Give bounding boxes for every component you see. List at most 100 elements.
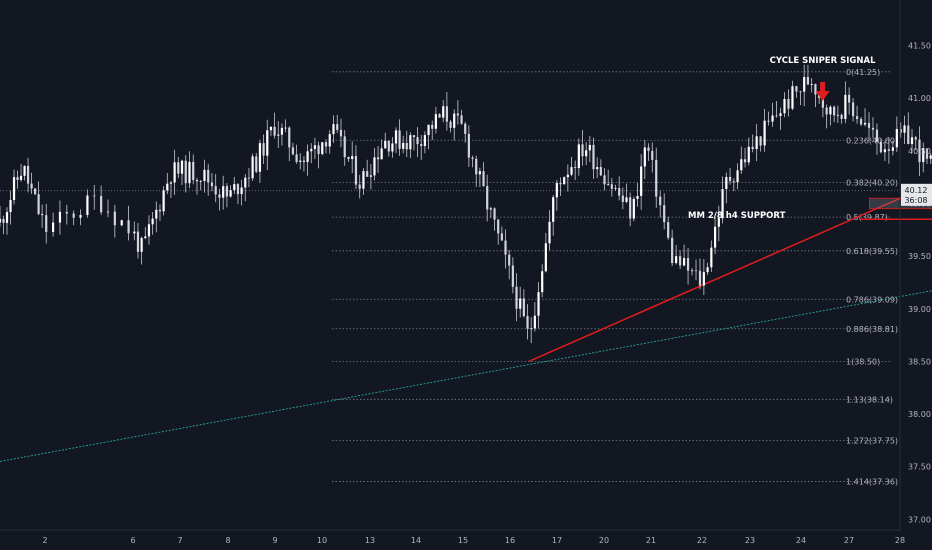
x-tick-label: 14 xyxy=(411,536,421,545)
y-tick-label: 38.00 xyxy=(908,410,931,419)
candle-body xyxy=(855,116,859,120)
candle-body xyxy=(879,141,883,153)
candle-body xyxy=(725,176,728,190)
candle-body xyxy=(380,148,383,160)
candle-body xyxy=(72,213,75,218)
candle-body xyxy=(791,86,794,109)
candle-body xyxy=(409,135,412,150)
candle-body xyxy=(475,158,478,175)
candle-body xyxy=(875,129,879,142)
candle-body xyxy=(347,157,350,160)
candle-body xyxy=(351,156,354,160)
candle-body xyxy=(398,130,401,149)
candle-body xyxy=(354,156,358,185)
fib-level-label: 1.13(38.14) xyxy=(846,395,893,404)
candle-body xyxy=(795,86,798,92)
fib-level-label: 1(38.50) xyxy=(846,357,880,366)
trendlines[interactable] xyxy=(0,93,932,462)
x-tick-label: 27 xyxy=(844,536,854,545)
annotations[interactable]: CYCLE SNIPER SIGNAL MM 2/8 h4 SUPPORT xyxy=(688,56,932,258)
candle-body xyxy=(177,162,180,174)
candle-body xyxy=(844,94,847,119)
candle-body xyxy=(925,148,929,159)
candle-body xyxy=(577,144,580,168)
candle-body xyxy=(460,115,463,124)
y-tick-label: 40.50 xyxy=(908,147,931,156)
candle-body xyxy=(51,222,55,232)
candle-body xyxy=(192,161,195,180)
candle-body xyxy=(482,171,485,187)
x-tick-label: 6 xyxy=(130,536,135,545)
fib-level-label: 0.382(40.20) xyxy=(846,178,898,187)
candle-body xyxy=(671,237,674,264)
candle-body xyxy=(26,165,30,184)
candle-body xyxy=(456,113,459,116)
small-zone[interactable] xyxy=(869,197,932,210)
candle-body xyxy=(779,113,782,116)
x-tick-label: 7 xyxy=(177,536,182,545)
candle-body xyxy=(343,136,346,158)
signal-arrow-icon xyxy=(815,82,830,101)
candle-body xyxy=(269,126,273,131)
candle-body xyxy=(5,212,9,223)
candle-body xyxy=(596,167,599,170)
candle-body xyxy=(629,197,632,219)
candle-body xyxy=(478,171,481,175)
candle-body xyxy=(651,150,654,160)
candle-body xyxy=(464,123,467,134)
candle-body xyxy=(405,142,408,150)
candle-body xyxy=(702,272,705,286)
teal-trendline[interactable] xyxy=(0,219,932,462)
y-tick-label: 37.50 xyxy=(908,463,931,472)
candle-body xyxy=(402,142,405,149)
candle-body xyxy=(728,176,732,182)
candle-body xyxy=(384,140,387,149)
candle-body xyxy=(255,156,258,172)
candle-body xyxy=(358,184,361,189)
y-tick-label: 41.50 xyxy=(908,42,931,51)
candle-body xyxy=(299,160,302,162)
x-axis[interactable]: 2 6 7 8 9 10 13 14 15 16 17 20 21 22 23 24 27 28 xyxy=(42,536,905,545)
candle-body xyxy=(369,175,372,177)
candle-body xyxy=(438,114,441,118)
candle-body xyxy=(497,219,500,234)
candle-body xyxy=(2,218,5,223)
candle-body xyxy=(717,218,720,227)
current-price-box xyxy=(901,183,932,206)
candle-body xyxy=(863,122,867,125)
candle-body xyxy=(127,220,130,234)
x-tick-label: 23 xyxy=(745,536,755,545)
red-trendline[interactable] xyxy=(528,93,932,363)
candle-body xyxy=(570,167,573,175)
fibonacci-retracement[interactable]: 0(41.25) 0.236(40.60) 0.382(40.20) 0.5(39.8… xyxy=(332,68,898,487)
candle-body xyxy=(918,139,921,163)
candle-body xyxy=(376,157,380,160)
x-tick-label: 9 xyxy=(272,536,277,545)
x-tick-label: 8 xyxy=(225,536,230,545)
candle-body xyxy=(210,182,214,187)
candle-body xyxy=(113,211,116,226)
candle-body xyxy=(825,107,828,115)
zones[interactable] xyxy=(869,197,932,283)
candle-body xyxy=(679,256,682,266)
candle-body xyxy=(247,177,251,179)
candle-body xyxy=(625,197,628,202)
candle-body xyxy=(721,189,724,219)
candle-body xyxy=(867,122,871,128)
candle-body xyxy=(489,208,492,210)
candle-body xyxy=(787,98,790,109)
candle-body xyxy=(155,209,158,219)
candle-body xyxy=(453,113,456,128)
candle-body xyxy=(100,196,103,213)
candle-body xyxy=(313,145,317,149)
candle-body xyxy=(698,270,702,286)
candle-body xyxy=(610,184,613,189)
candle-body xyxy=(449,121,452,128)
candle-body xyxy=(434,114,437,129)
candle-body xyxy=(607,184,610,186)
candle-body xyxy=(848,94,851,103)
candle-body xyxy=(240,187,243,195)
